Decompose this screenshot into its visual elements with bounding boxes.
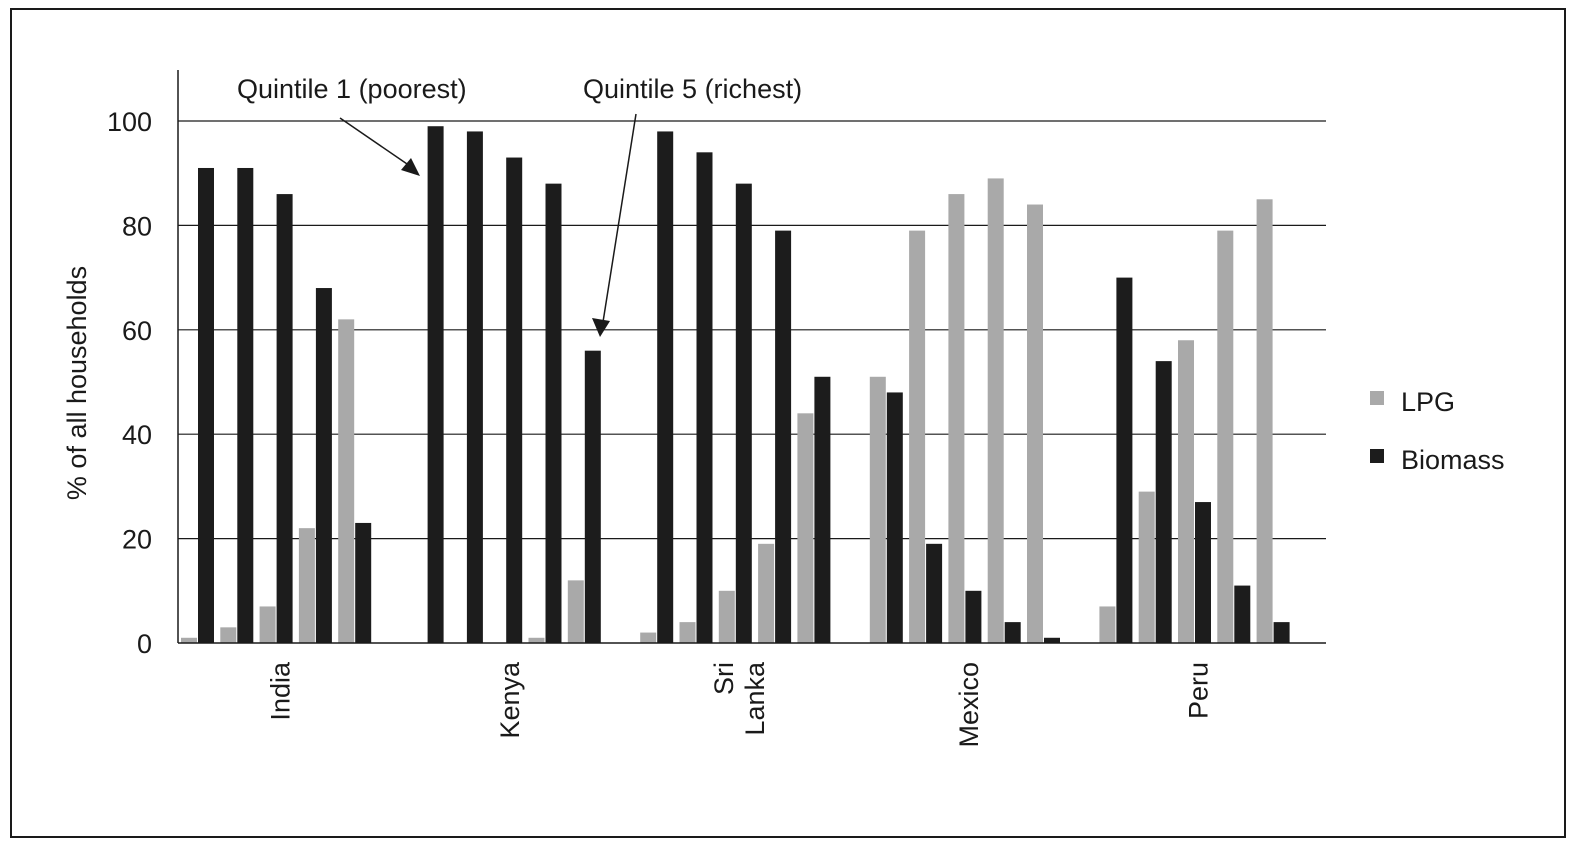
x-category-label-sri-lanka-line-2: Lanka bbox=[740, 661, 770, 736]
legend-swatch-biomass bbox=[1370, 449, 1384, 463]
gridlines bbox=[178, 120, 1326, 540]
bar-lpg-mexico-q4 bbox=[987, 178, 1004, 644]
y-axis-label: % of all households bbox=[62, 266, 92, 500]
x-category-label-india: India bbox=[265, 661, 295, 721]
bar-biomass-india-q3 bbox=[276, 194, 293, 643]
y-tick-labels: 0 20 40 60 80 100 bbox=[107, 107, 152, 659]
bar-biomass-peru-q4 bbox=[1234, 585, 1251, 643]
y-tick-label-0: 0 bbox=[137, 629, 152, 659]
x-category-label-sri-lanka-line-1: Sri bbox=[709, 662, 739, 695]
bar-lpg-india-q5 bbox=[338, 319, 355, 643]
y-tick-label-100: 100 bbox=[107, 107, 152, 137]
bar-biomass-peru-q2 bbox=[1155, 361, 1172, 643]
bar-biomass-sri-lanka-q1 bbox=[657, 131, 674, 643]
bar-lpg-sri-lanka-q3 bbox=[718, 590, 735, 643]
bar-lpg-mexico-q1 bbox=[869, 376, 886, 643]
bar-biomass-sri-lanka-q4 bbox=[775, 230, 792, 643]
bar-biomass-peru-q3 bbox=[1195, 502, 1211, 643]
bar-biomass-mexico-q3 bbox=[965, 590, 982, 643]
bar-lpg-mexico-q2 bbox=[909, 230, 926, 643]
bar-lpg-sri-lanka-q2 bbox=[679, 622, 696, 643]
annotation-quintile-5: Quintile 5 (richest) bbox=[583, 74, 802, 104]
bar-biomass-peru-q5 bbox=[1273, 622, 1290, 643]
y-tick-label-40: 40 bbox=[122, 420, 152, 450]
bar-biomass-india-q1 bbox=[198, 167, 214, 644]
bar-lpg-sri-lanka-q4 bbox=[758, 543, 775, 643]
bar-lpg-mexico-q3 bbox=[948, 194, 965, 643]
bar-biomass-india-q4 bbox=[315, 288, 332, 643]
bar-biomass-kenya-q4 bbox=[545, 183, 562, 643]
bar-lpg-peru-q4 bbox=[1217, 230, 1234, 643]
bar-biomass-kenya-q5 bbox=[584, 350, 601, 643]
bar-biomass-kenya-q2 bbox=[466, 131, 483, 643]
bar-lpg-kenya-q4 bbox=[528, 637, 545, 643]
bar-lpg-mexico-q5 bbox=[1027, 204, 1043, 643]
x-category-label-mexico: Mexico bbox=[954, 662, 984, 748]
bar-lpg-peru-q2 bbox=[1138, 491, 1155, 643]
bar-lpg-india-q3 bbox=[259, 606, 276, 643]
y-tick-label-20: 20 bbox=[122, 525, 152, 555]
bar-biomass-mexico-q1 bbox=[886, 392, 903, 643]
bar-biomass-peru-q1 bbox=[1116, 277, 1133, 643]
bar-biomass-india-q5 bbox=[355, 522, 372, 643]
bar-lpg-india-q4 bbox=[298, 528, 315, 643]
bar-biomass-sri-lanka-q2 bbox=[696, 152, 713, 643]
bar-biomass-kenya-q3 bbox=[506, 157, 523, 644]
x-category-label-peru: Peru bbox=[1184, 662, 1214, 719]
annotation-quintile-1: Quintile 1 (poorest) bbox=[237, 74, 467, 104]
legend: LPG Biomass bbox=[1370, 387, 1505, 475]
bar-lpg-india-q1 bbox=[181, 637, 197, 643]
annotations: Quintile 1 (poorest) Quintile 5 (richest… bbox=[237, 74, 802, 337]
legend-label-lpg: LPG bbox=[1401, 387, 1455, 417]
bar-lpg-sri-lanka-q5 bbox=[797, 413, 814, 643]
figure-frame bbox=[10, 8, 1566, 838]
bar-lpg-peru-q5 bbox=[1256, 199, 1273, 644]
x-category-labels: India Kenya Sri Lanka Mexico Peru bbox=[265, 661, 1213, 748]
arrow-quintile-1 bbox=[339, 117, 420, 176]
bar-biomass-mexico-q5 bbox=[1044, 637, 1060, 643]
bar-biomass-india-q2 bbox=[237, 167, 254, 644]
bar-biomass-sri-lanka-q5 bbox=[814, 376, 831, 643]
bar-biomass-mexico-q4 bbox=[1004, 622, 1021, 643]
bar-lpg-peru-q1 bbox=[1099, 606, 1116, 643]
bar-biomass-sri-lanka-q3 bbox=[735, 183, 752, 643]
legend-label-biomass: Biomass bbox=[1401, 445, 1505, 475]
bar-lpg-peru-q3 bbox=[1178, 340, 1194, 643]
y-tick-label-60: 60 bbox=[122, 316, 152, 346]
bar-lpg-kenya-q5 bbox=[567, 580, 584, 643]
bar-biomass-mexico-q2 bbox=[926, 543, 943, 643]
bar-biomass-kenya-q1 bbox=[427, 126, 444, 644]
bar-lpg-sri-lanka-q1 bbox=[640, 632, 657, 643]
y-tick-label-80: 80 bbox=[122, 211, 152, 241]
legend-swatch-lpg bbox=[1370, 391, 1384, 405]
bar-lpg-india-q2 bbox=[220, 627, 237, 643]
axes bbox=[177, 70, 1326, 644]
bars bbox=[181, 126, 1290, 644]
x-category-label-kenya: Kenya bbox=[495, 661, 525, 739]
arrow-quintile-5 bbox=[592, 113, 637, 337]
